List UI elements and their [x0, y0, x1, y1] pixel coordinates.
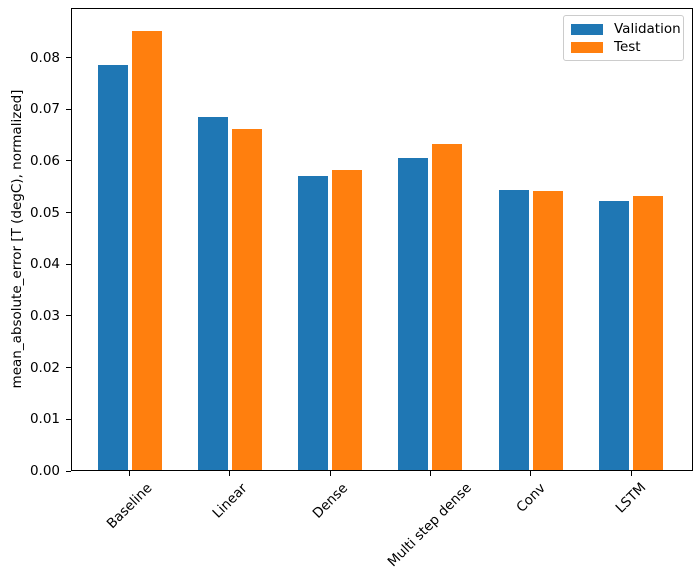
x-tick-label-multi-step-dense: Multi step dense [385, 480, 476, 571]
y-tick-mark-0-08 [66, 57, 71, 59]
x-tick-mark-baseline [129, 471, 130, 476]
legend: Validation Test [563, 15, 684, 61]
x-tick-label-dense: Dense [309, 480, 351, 522]
bar-validation-baseline [97, 65, 128, 471]
legend-item-validation: Validation [571, 20, 681, 38]
bar-validation-multi-step-dense [398, 158, 429, 471]
bar-test-multi-step-dense [432, 143, 463, 471]
bar-test-conv [532, 190, 563, 471]
bar-test-linear [231, 128, 262, 471]
legend-label-test: Test [614, 39, 641, 55]
legend-swatch-validation [571, 23, 603, 35]
bar-test-dense [332, 170, 363, 471]
y-tick-mark-0-02 [66, 367, 71, 369]
x-tick-mark-conv [530, 471, 532, 476]
y-tick-mark-0-00 [66, 470, 71, 472]
legend-swatch-test [571, 41, 603, 53]
x-tick-label-baseline: Baseline [103, 479, 156, 532]
y-tick-label-0-01: 0.01 [29, 411, 60, 428]
y-axis-label: mean_absolute_error [T (degC), normalize… [9, 89, 25, 389]
x-tick-mark-multi-step-dense [429, 471, 431, 476]
y-tick-label-0-05: 0.05 [29, 204, 60, 221]
y-tick-label-0-07: 0.07 [29, 101, 60, 118]
x-tick-label-lstm: LSTM [612, 479, 650, 517]
x-tick-label-conv: Conv [513, 479, 549, 516]
y-tick-label-0-06: 0.06 [29, 152, 60, 169]
y-tick-label-0-03: 0.03 [29, 307, 60, 324]
y-tick-mark-0-07 [66, 108, 71, 110]
x-tick-label-linear: Linear [209, 480, 251, 521]
y-tick-label-0-04: 0.04 [29, 256, 60, 273]
bar-test-lstm [633, 196, 663, 471]
y-tick-mark-0-01 [66, 418, 71, 420]
x-tick-mark-lstm [630, 471, 632, 476]
bar-validation-dense [298, 175, 329, 471]
y-tick-mark-0-04 [66, 263, 71, 265]
bar-validation-lstm [599, 201, 629, 471]
y-tick-mark-0-03 [66, 315, 71, 317]
y-tick-mark-0-05 [66, 212, 71, 214]
y-tick-mark-0-06 [66, 160, 71, 162]
bar-validation-conv [498, 189, 529, 471]
y-tick-label-0-08: 0.08 [29, 49, 60, 66]
legend-label-validation: Validation [614, 21, 681, 37]
x-tick-mark-dense [329, 471, 331, 476]
y-tick-label-0-02: 0.02 [29, 359, 60, 376]
x-tick-mark-linear [229, 471, 231, 476]
y-tick-label-0-00: 0.00 [29, 463, 60, 479]
legend-item-test: Test [571, 38, 675, 56]
plot-area [71, 8, 693, 471]
bar-validation-linear [197, 117, 228, 471]
bar-test-baseline [131, 30, 162, 471]
